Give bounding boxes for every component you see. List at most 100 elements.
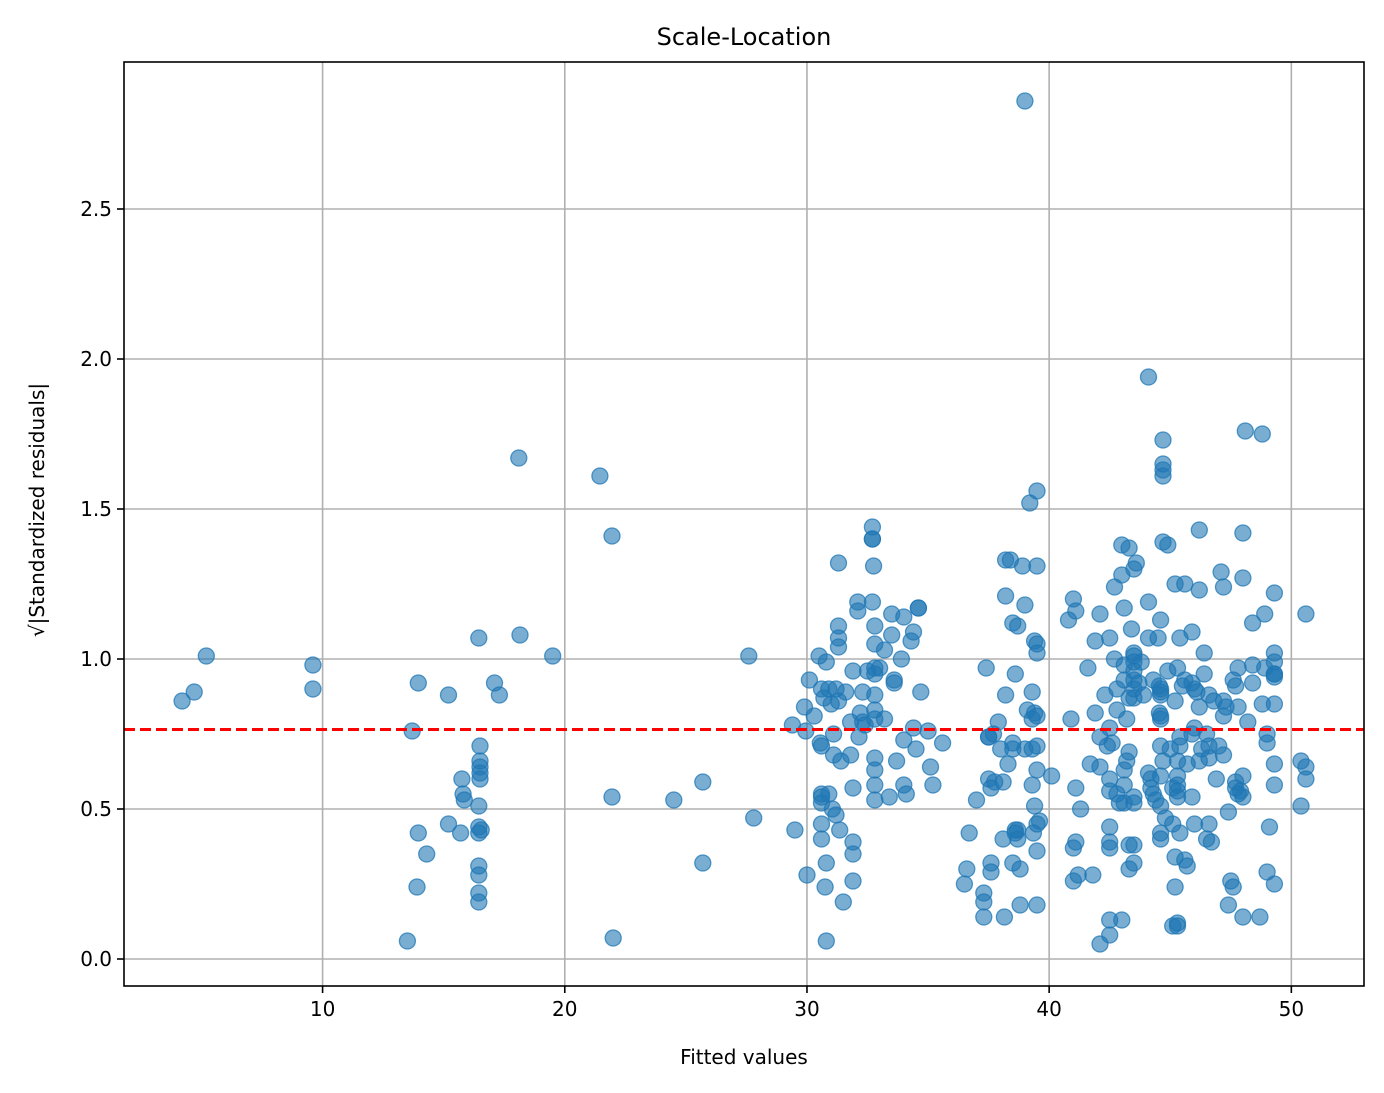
scatter-point: [1042, 767, 1061, 785]
scatter-point: [1265, 875, 1284, 893]
scatter-point: [544, 647, 562, 665]
scatter-point: [1071, 800, 1090, 818]
scatter-point: [1028, 737, 1046, 755]
scatter-point: [1118, 710, 1136, 728]
y-axis-label: √|Standardized residuals|: [25, 383, 49, 637]
scatter-point: [1084, 866, 1102, 884]
y-tick-label: 0.5: [80, 797, 112, 821]
scatter-point: [958, 860, 976, 878]
scatter-point: [1151, 611, 1170, 629]
scatter-point: [1253, 425, 1271, 443]
scatter-point: [883, 626, 901, 644]
scatter-point: [1067, 779, 1085, 797]
scatter-point: [995, 908, 1014, 926]
scatter-point: [470, 797, 488, 815]
axis-ticks: 10 20 30 40 50 0.0 0.5 1.0 1.5 2.0 2.5: [80, 197, 1304, 1021]
scatter-point: [837, 683, 855, 701]
scatter-point: [197, 647, 215, 665]
scatter-point: [1127, 554, 1145, 572]
scatter-point: [1265, 776, 1284, 794]
scatter-point: [511, 626, 529, 644]
scatter-point: [1200, 815, 1218, 833]
scatter-point: [1190, 521, 1208, 539]
y-tick-label: 1.0: [80, 647, 112, 671]
scatter-point: [1243, 614, 1262, 632]
scatter-point: [304, 680, 322, 698]
scatter-point: [892, 650, 911, 668]
scatter-point: [1154, 431, 1172, 449]
scatter-point: [1006, 665, 1024, 683]
scatter-point: [870, 659, 889, 677]
scatter-point: [933, 734, 952, 752]
scatter-point: [745, 809, 763, 827]
scatter-point: [1011, 896, 1029, 914]
scatter-point: [1234, 908, 1252, 926]
scatter-point: [999, 755, 1017, 773]
scatter-point: [989, 713, 1007, 731]
scatter-point: [304, 656, 322, 674]
scatter-point: [1214, 746, 1233, 764]
scatter-point: [665, 791, 683, 809]
scatter-point: [967, 791, 986, 809]
scatter-point: [604, 929, 622, 947]
scatter-point: [800, 671, 819, 689]
scatter-point: [1190, 581, 1208, 599]
y-tick-label: 2.5: [80, 197, 112, 221]
scatter-point: [740, 647, 758, 665]
scatter-point: [863, 593, 882, 611]
scatter-point: [455, 791, 473, 809]
scatter-point: [1251, 908, 1269, 926]
scatter-point: [470, 893, 488, 911]
scatter-point: [409, 674, 427, 692]
scatter-point: [1292, 797, 1310, 815]
scatter-point: [1234, 569, 1252, 587]
scatter-point: [1113, 911, 1131, 929]
scatter-point: [1256, 605, 1274, 623]
scatter-point: [1125, 836, 1143, 854]
scatter-point: [1028, 707, 1046, 725]
scatter-point: [1149, 629, 1167, 647]
scatter-point: [1207, 770, 1225, 788]
x-tick-label: 30: [794, 997, 819, 1021]
scatter-point: [1234, 767, 1252, 785]
x-axis-label: Fitted values: [680, 1045, 808, 1069]
scatter-point: [880, 788, 898, 806]
scatter-point: [921, 758, 940, 776]
scatter-point: [1166, 878, 1184, 896]
y-tick-label: 1.5: [80, 497, 112, 521]
scatter-point: [1151, 767, 1170, 785]
scatter-point: [907, 740, 925, 758]
scatter-point: [1176, 575, 1194, 593]
scatter-point: [1086, 632, 1104, 650]
scatter-point: [472, 821, 490, 839]
scatter-point: [841, 746, 860, 764]
scatter-point: [398, 932, 417, 950]
scatter-point: [1265, 584, 1284, 602]
scatter-point: [834, 893, 852, 911]
scatter-point: [603, 788, 621, 806]
scatter-point: [1016, 92, 1034, 110]
scatter-point: [1168, 917, 1187, 935]
scatter-point: [408, 878, 426, 896]
scatter-point: [875, 641, 894, 659]
scatter-point: [866, 791, 884, 809]
scatter-point: [1009, 830, 1027, 848]
scatter-point: [409, 824, 427, 842]
scatter-point: [812, 815, 831, 833]
scatter-point: [829, 638, 848, 656]
x-tick-label: 20: [552, 997, 577, 1021]
scatter-point: [844, 662, 862, 680]
scatter-point: [470, 866, 488, 884]
scatter-point: [866, 776, 884, 794]
scatter-point: [439, 815, 458, 833]
scatter-point: [1183, 788, 1201, 806]
scatter-point: [1028, 842, 1046, 860]
scatter-point: [1139, 368, 1158, 386]
scatter-point: [977, 659, 995, 677]
scatter-point: [817, 932, 835, 950]
scatter-point: [1009, 617, 1027, 635]
scatter-point: [1171, 824, 1189, 842]
scatter-point: [1212, 563, 1230, 581]
chart-title: Scale-Location: [657, 23, 832, 51]
scatter-point: [827, 806, 845, 824]
